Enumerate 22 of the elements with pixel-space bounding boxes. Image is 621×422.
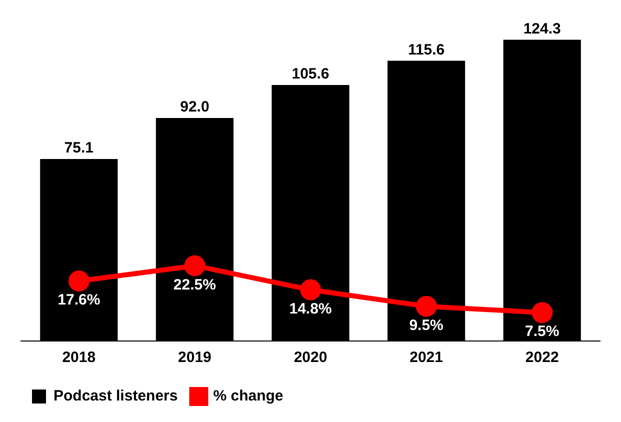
data-label: 75.1 (64, 140, 94, 157)
data-label: 105.6 (292, 66, 330, 83)
data-label: 22.5% (173, 276, 216, 294)
legend-label: Podcast listeners (54, 388, 178, 405)
data-label: 7.5% (525, 323, 560, 340)
point (184, 255, 206, 276)
data-label: 92.0 (180, 98, 210, 116)
data-label: 14.8% (289, 300, 332, 318)
x-tick-label: 2021 (410, 349, 443, 366)
point (416, 296, 437, 317)
data-label: 9.5% (409, 316, 444, 334)
data-label: 115.6 (408, 41, 445, 58)
point (532, 302, 553, 324)
x-tick-label: 2019 (178, 349, 212, 366)
x-tick-label: 2020 (294, 349, 328, 366)
x-tick-label: 2022 (525, 349, 559, 366)
legend-label: % change (213, 388, 284, 405)
data-label: 17.6% (58, 292, 100, 309)
point (68, 270, 90, 292)
x-tick-label: 2018 (62, 349, 96, 366)
point (300, 279, 321, 300)
data-label: 124.3 (523, 20, 561, 38)
